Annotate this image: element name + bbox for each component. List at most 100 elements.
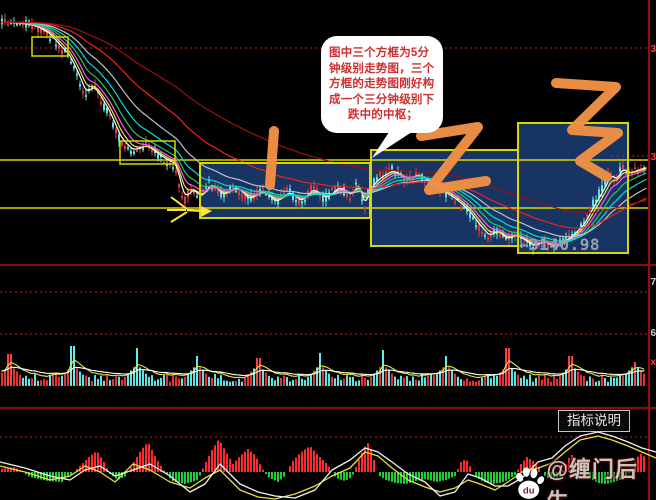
hist-bar-up (457, 469, 459, 472)
volume-bar (103, 380, 105, 386)
hist-bar-down (184, 472, 186, 484)
hist-bar-up (139, 451, 141, 472)
hist-bar-up (295, 457, 297, 472)
volume-bar (601, 374, 603, 386)
bubble-line: 图中三个方框为5分 (329, 47, 430, 59)
volume-bar (556, 378, 558, 386)
hist-bar-up (325, 463, 327, 472)
candle-body (109, 113, 111, 116)
volume-bar (478, 380, 480, 386)
volume-bar (187, 373, 189, 386)
candle-body (379, 171, 381, 176)
volume-bar (526, 379, 528, 386)
volume-bar (304, 379, 306, 386)
volume-bar (481, 377, 483, 386)
hist-bar-down (67, 472, 69, 478)
volume-bar (106, 374, 108, 386)
candle-body (595, 199, 597, 202)
candle-body (625, 172, 627, 175)
volume-bar (565, 369, 567, 386)
volume-bar (628, 370, 630, 386)
candle-body (19, 22, 21, 25)
volume-bar (253, 368, 255, 386)
candle-body (592, 199, 594, 207)
volume-bar (361, 375, 363, 386)
hist-bar-down (421, 472, 423, 480)
volume-bar (211, 377, 213, 386)
candle-body (451, 194, 453, 197)
hist-bar-down (64, 472, 66, 480)
candle-body (157, 154, 159, 159)
candle-body (355, 182, 357, 185)
volume-bar (334, 378, 336, 386)
hist-bar-up (208, 456, 210, 472)
volume-bar (22, 377, 24, 386)
volume-bar (34, 374, 36, 386)
volume-bar (151, 375, 153, 386)
annotation-bubble: 图中三个方框为5分 钟级别走势图，三个 方框的走势图刚好构 成一个三分钟级别下 … (321, 36, 443, 133)
hist-bar-down (586, 472, 588, 475)
volume-bar (172, 374, 174, 386)
hist-bar-up (220, 442, 222, 472)
hist-bar-up (100, 457, 102, 472)
volume-bar (322, 367, 324, 386)
hist-bar-down (439, 472, 441, 482)
hist-bar-down (610, 472, 612, 483)
hist-bar-up (163, 470, 165, 472)
hist-bar-down (448, 472, 450, 479)
volume-bar (283, 375, 285, 386)
volume-bar (517, 374, 519, 386)
volume-bar (229, 381, 231, 386)
hist-bar-up (301, 451, 303, 472)
candle-body (283, 192, 285, 196)
volume-bar (643, 373, 645, 386)
volume-bar (535, 377, 537, 386)
hist-bar-down (550, 472, 552, 480)
volume-bar (79, 371, 81, 386)
volume-bar (472, 380, 474, 386)
candle-body (325, 193, 327, 202)
candle-body (499, 230, 501, 237)
hist-bar-up (256, 458, 258, 472)
hist-bar-up (355, 467, 357, 472)
volume-bar (538, 374, 540, 386)
volume-bar (352, 376, 354, 386)
ma-line (1, 21, 647, 242)
volume-bar (73, 346, 75, 386)
volume-bar (358, 380, 360, 386)
candle-body (229, 186, 231, 192)
hist-bar-down (424, 472, 426, 480)
volume-bar (613, 377, 615, 386)
candle-body (232, 184, 234, 191)
volume-bar (409, 380, 411, 386)
volume-bar (637, 367, 639, 386)
candle-body (61, 49, 63, 55)
hist-bar-up (103, 462, 105, 472)
hist-bar-down (337, 472, 339, 479)
volume-bar (142, 370, 144, 386)
volume-bar (295, 379, 297, 386)
volume-bar (25, 375, 27, 386)
volume-bar (463, 380, 465, 386)
candle-body (190, 189, 192, 193)
volume-bar (46, 380, 48, 386)
volume-bar (184, 376, 186, 386)
hist-bar-down (397, 472, 399, 484)
hist-bar-up (133, 462, 135, 472)
candle-body (136, 150, 138, 153)
hist-bar-up (235, 460, 237, 472)
candle-body (313, 185, 315, 191)
edge-scale-label: 6 (651, 328, 656, 339)
hist-bar-up (469, 466, 471, 472)
candle-body (163, 161, 165, 164)
volume-bar (376, 370, 378, 386)
volume-bar (595, 381, 597, 386)
volume-bar (298, 374, 300, 386)
indicator-help-button[interactable]: 指标说明 (558, 410, 630, 432)
volume-bar (622, 375, 624, 386)
candle-body (373, 178, 375, 186)
hist-bar-down (190, 472, 192, 483)
candle-body (556, 246, 558, 249)
